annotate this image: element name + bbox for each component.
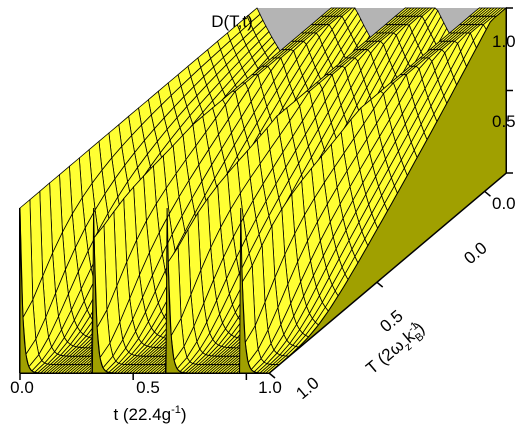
right-face xyxy=(268,6,507,374)
x-tick-label: 1.0 xyxy=(258,378,282,397)
z-tick-labels: 1.0 0.5 0.0 xyxy=(492,32,516,213)
T-tick-mark xyxy=(268,372,276,379)
x-tick-label: 0.0 xyxy=(10,378,34,397)
z-tick-label: 0.0 xyxy=(492,194,516,213)
front-face xyxy=(19,207,269,374)
z-tick-label: 1.0 xyxy=(492,32,516,51)
T-tick-label: 1.0 xyxy=(292,373,322,403)
T-tick-mark xyxy=(483,190,491,197)
x-tick-label: 0.5 xyxy=(136,378,160,397)
side-pulses xyxy=(19,6,507,374)
x-tick-labels: 0.0 0.5 1.0 xyxy=(10,378,282,397)
chart-title: D(T,t) xyxy=(211,12,253,31)
z-tick-label: 0.5 xyxy=(492,112,516,131)
x-axis-label: t (22.4g-1) xyxy=(113,404,186,424)
T-tick-mark xyxy=(376,281,384,288)
T-tick-label: 0.0 xyxy=(460,238,490,268)
